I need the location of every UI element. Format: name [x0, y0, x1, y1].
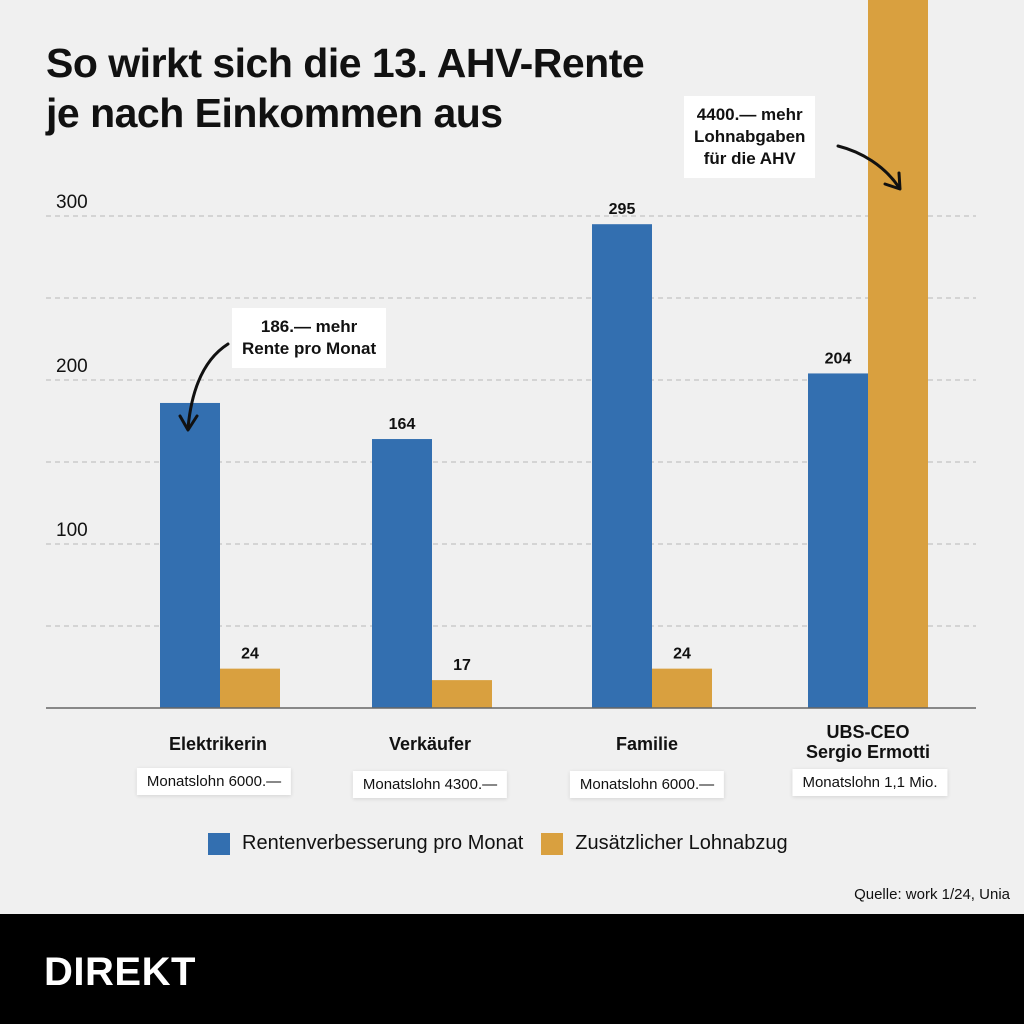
category-family-line-1: Familie — [615, 734, 679, 754]
y-tick-label-200: 200 — [56, 356, 88, 377]
legend-label-pension: Rentenverbesserung pro Monat — [242, 832, 524, 854]
legend: Rentenverbesserung pro Monat Zusätzliche… — [208, 832, 806, 855]
bar-deduction-0 — [220, 668, 280, 708]
category-label-seller: Verkäufer — [389, 734, 471, 754]
data-label-deduction-0: 24 — [241, 646, 259, 663]
category-electrician-line-1: Elektrikerin — [168, 734, 268, 754]
salary-label-ceo: Monatslohn 1,1 Mio. — [792, 769, 948, 796]
data-label-deduction-1: 17 — [453, 657, 471, 674]
legend-item-deduction: Zusätzlicher Lohnabzug — [541, 832, 788, 855]
bar-pension-2 — [592, 224, 652, 708]
callout-ceo-arrowhead — [883, 171, 902, 191]
data-label-pension-3: 204 — [825, 350, 852, 367]
title-line-2: je nach Einkommen aus — [46, 90, 503, 136]
bar-pension-1 — [372, 439, 432, 708]
category-seller-line-1: Verkäufer — [388, 734, 472, 754]
callout-ceo-line-3: für die AHV — [703, 149, 796, 168]
callout-electrician-line-2: Rente pro Monat — [242, 339, 377, 358]
callout-ceo: 4400.— mehr Lohnabgaben für die AHV — [684, 96, 816, 178]
bar-deduction-3 — [868, 0, 928, 708]
salary-label-seller: Monatslohn 4300.— — [352, 771, 508, 798]
data-label-pension-2: 295 — [609, 201, 636, 218]
legend-swatch-deduction — [541, 832, 564, 855]
category-ceo-line-1: UBS-CEO — [826, 722, 910, 742]
salary-label-family: Monatslohn 6000.— — [569, 771, 725, 798]
callout-ceo-line-2: Lohnabgaben — [694, 127, 806, 146]
category-ceo-line-2: Sergio Ermotti — [805, 742, 931, 762]
data-label-deduction-2: 24 — [673, 646, 691, 663]
bar-pension-3 — [808, 373, 868, 708]
legend-label-deduction: Zusätzlicher Lohnabzug — [575, 832, 788, 854]
callout-electrician-arrowhead — [178, 414, 199, 432]
source-note: Quelle: work 1/24, Unia — [854, 886, 1010, 903]
bar-deduction-2 — [652, 668, 712, 708]
callout-ceo-arrow — [836, 144, 900, 188]
callout-electrician-arrow — [186, 342, 230, 430]
category-label-family: Familie — [616, 734, 678, 754]
callout-ceo-line-1: 4400.— mehr — [696, 105, 803, 124]
brand-logo: DIREKT — [44, 950, 196, 994]
y-tick-label-300: 300 — [56, 192, 88, 213]
chart-title: So wirkt sich die 13. AHV-Rente je nach … — [46, 38, 645, 138]
y-tick-label-100: 100 — [56, 520, 88, 541]
data-label-pension-1: 164 — [389, 416, 416, 433]
footer-bar: DIREKT — [0, 914, 1024, 1024]
legend-item-pension: Rentenverbesserung pro Monat — [208, 832, 523, 855]
salary-label-electrician: Monatslohn 6000.— — [136, 768, 292, 795]
legend-swatch-pension — [208, 832, 230, 855]
category-label-ceo: UBS-CEO Sergio Ermotti — [806, 722, 930, 762]
callout-electrician-line-1: 186.— mehr — [260, 317, 358, 336]
bar-chart: 100 200 300 164 295 204 24 17 24 — [46, 0, 976, 709]
callout-electrician: 186.— mehr Rente pro Monat — [232, 308, 387, 368]
bar-deduction-1 — [432, 680, 492, 708]
bar-pension-0 — [160, 402, 220, 708]
category-label-electrician: Elektrikerin — [169, 734, 267, 754]
title-line-1: So wirkt sich die 13. AHV-Rente — [46, 40, 645, 86]
